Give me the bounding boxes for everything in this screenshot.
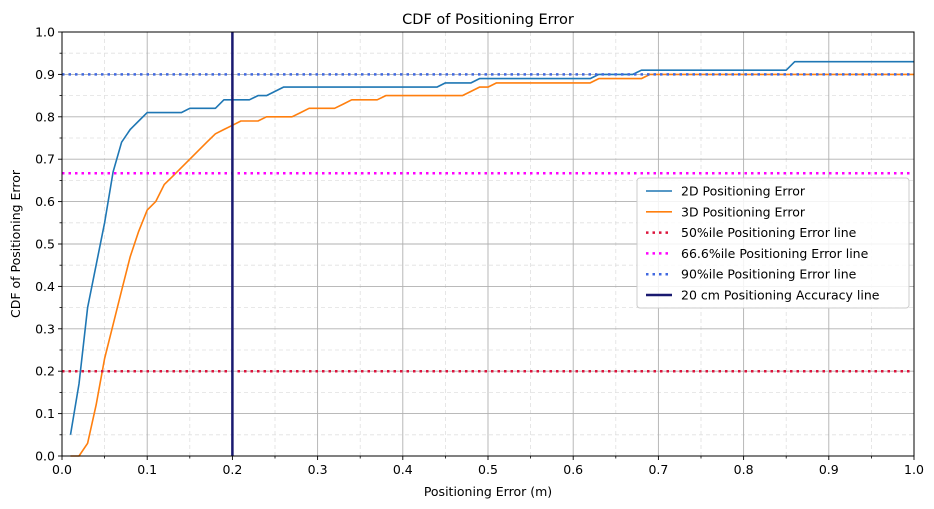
series-line: [69, 60, 914, 435]
legend-label: 20 cm Positioning Accuracy line: [681, 288, 880, 303]
x-tick-label: 0.9: [819, 462, 839, 477]
x-tick-label: 0.7: [648, 462, 668, 477]
y-tick-label: 0.2: [35, 364, 55, 379]
y-tick-label: 0.5: [35, 237, 55, 252]
plot-lines: [62, 32, 914, 457]
legend-label: 50%ile Positioning Error line: [681, 225, 857, 240]
x-tick-label: 0.1: [137, 462, 157, 477]
x-tick-label: 0.4: [393, 462, 413, 477]
y-axis: 0.0 0.1 0.2 0.3 0.4 0.5 0.6 0.7 0.8 0.9 1.0: [35, 25, 62, 464]
legend: 2D Positioning Error 3D Positioning Error…: [636, 177, 910, 309]
x-tick-label: 0.3: [308, 462, 328, 477]
legend-label: 90%ile Positioning Error line: [681, 267, 857, 282]
y-tick-label: 0.9: [35, 67, 55, 82]
y-tick-label: 0.7: [35, 152, 55, 167]
x-tick-label: 1.0: [904, 462, 924, 477]
legend-label: 2D Positioning Error: [681, 184, 806, 199]
y-tick-label: 0.8: [35, 109, 55, 124]
y-tick-label: 0.4: [35, 279, 55, 294]
legend-box: [636, 177, 910, 309]
chart-title: CDF of Positioning Error: [402, 12, 574, 28]
legend-label: 3D Positioning Error: [681, 204, 806, 219]
y-axis-label: CDF of Positioning Error: [8, 169, 23, 318]
x-tick-label: 0.2: [222, 462, 242, 477]
y-tick-label: 0.6: [35, 194, 55, 209]
x-tick-label: 0.6: [563, 462, 583, 477]
x-tick-label: 0.5: [478, 462, 498, 477]
x-axis-label: Positioning Error (m): [424, 484, 552, 499]
x-tick-label: 0.0: [52, 462, 72, 477]
x-axis: 0.0 0.1 0.2 0.3 0.4 0.5 0.6 0.7 0.8 0.9 1.0: [52, 456, 924, 477]
y-tick-label: 0.0: [35, 449, 55, 464]
legend-label: 66.6%ile Positioning Error line: [681, 246, 869, 261]
series-line: [70, 73, 914, 457]
x-tick-label: 0.8: [734, 462, 754, 477]
y-tick-label: 0.3: [35, 321, 55, 336]
y-tick-label: 0.1: [35, 406, 55, 421]
y-tick-label: 1.0: [35, 25, 55, 40]
